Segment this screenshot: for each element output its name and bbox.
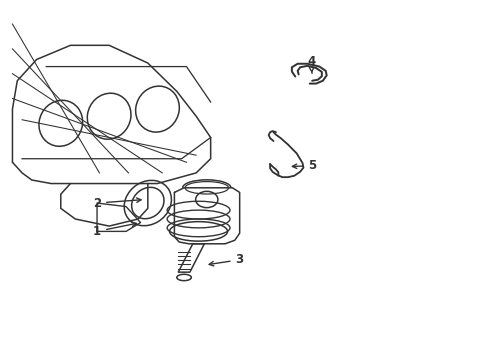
- Text: 2: 2: [93, 197, 141, 210]
- Text: 3: 3: [209, 253, 243, 266]
- Text: 5: 5: [292, 159, 316, 172]
- Text: 1: 1: [93, 222, 136, 238]
- Text: 4: 4: [306, 55, 315, 73]
